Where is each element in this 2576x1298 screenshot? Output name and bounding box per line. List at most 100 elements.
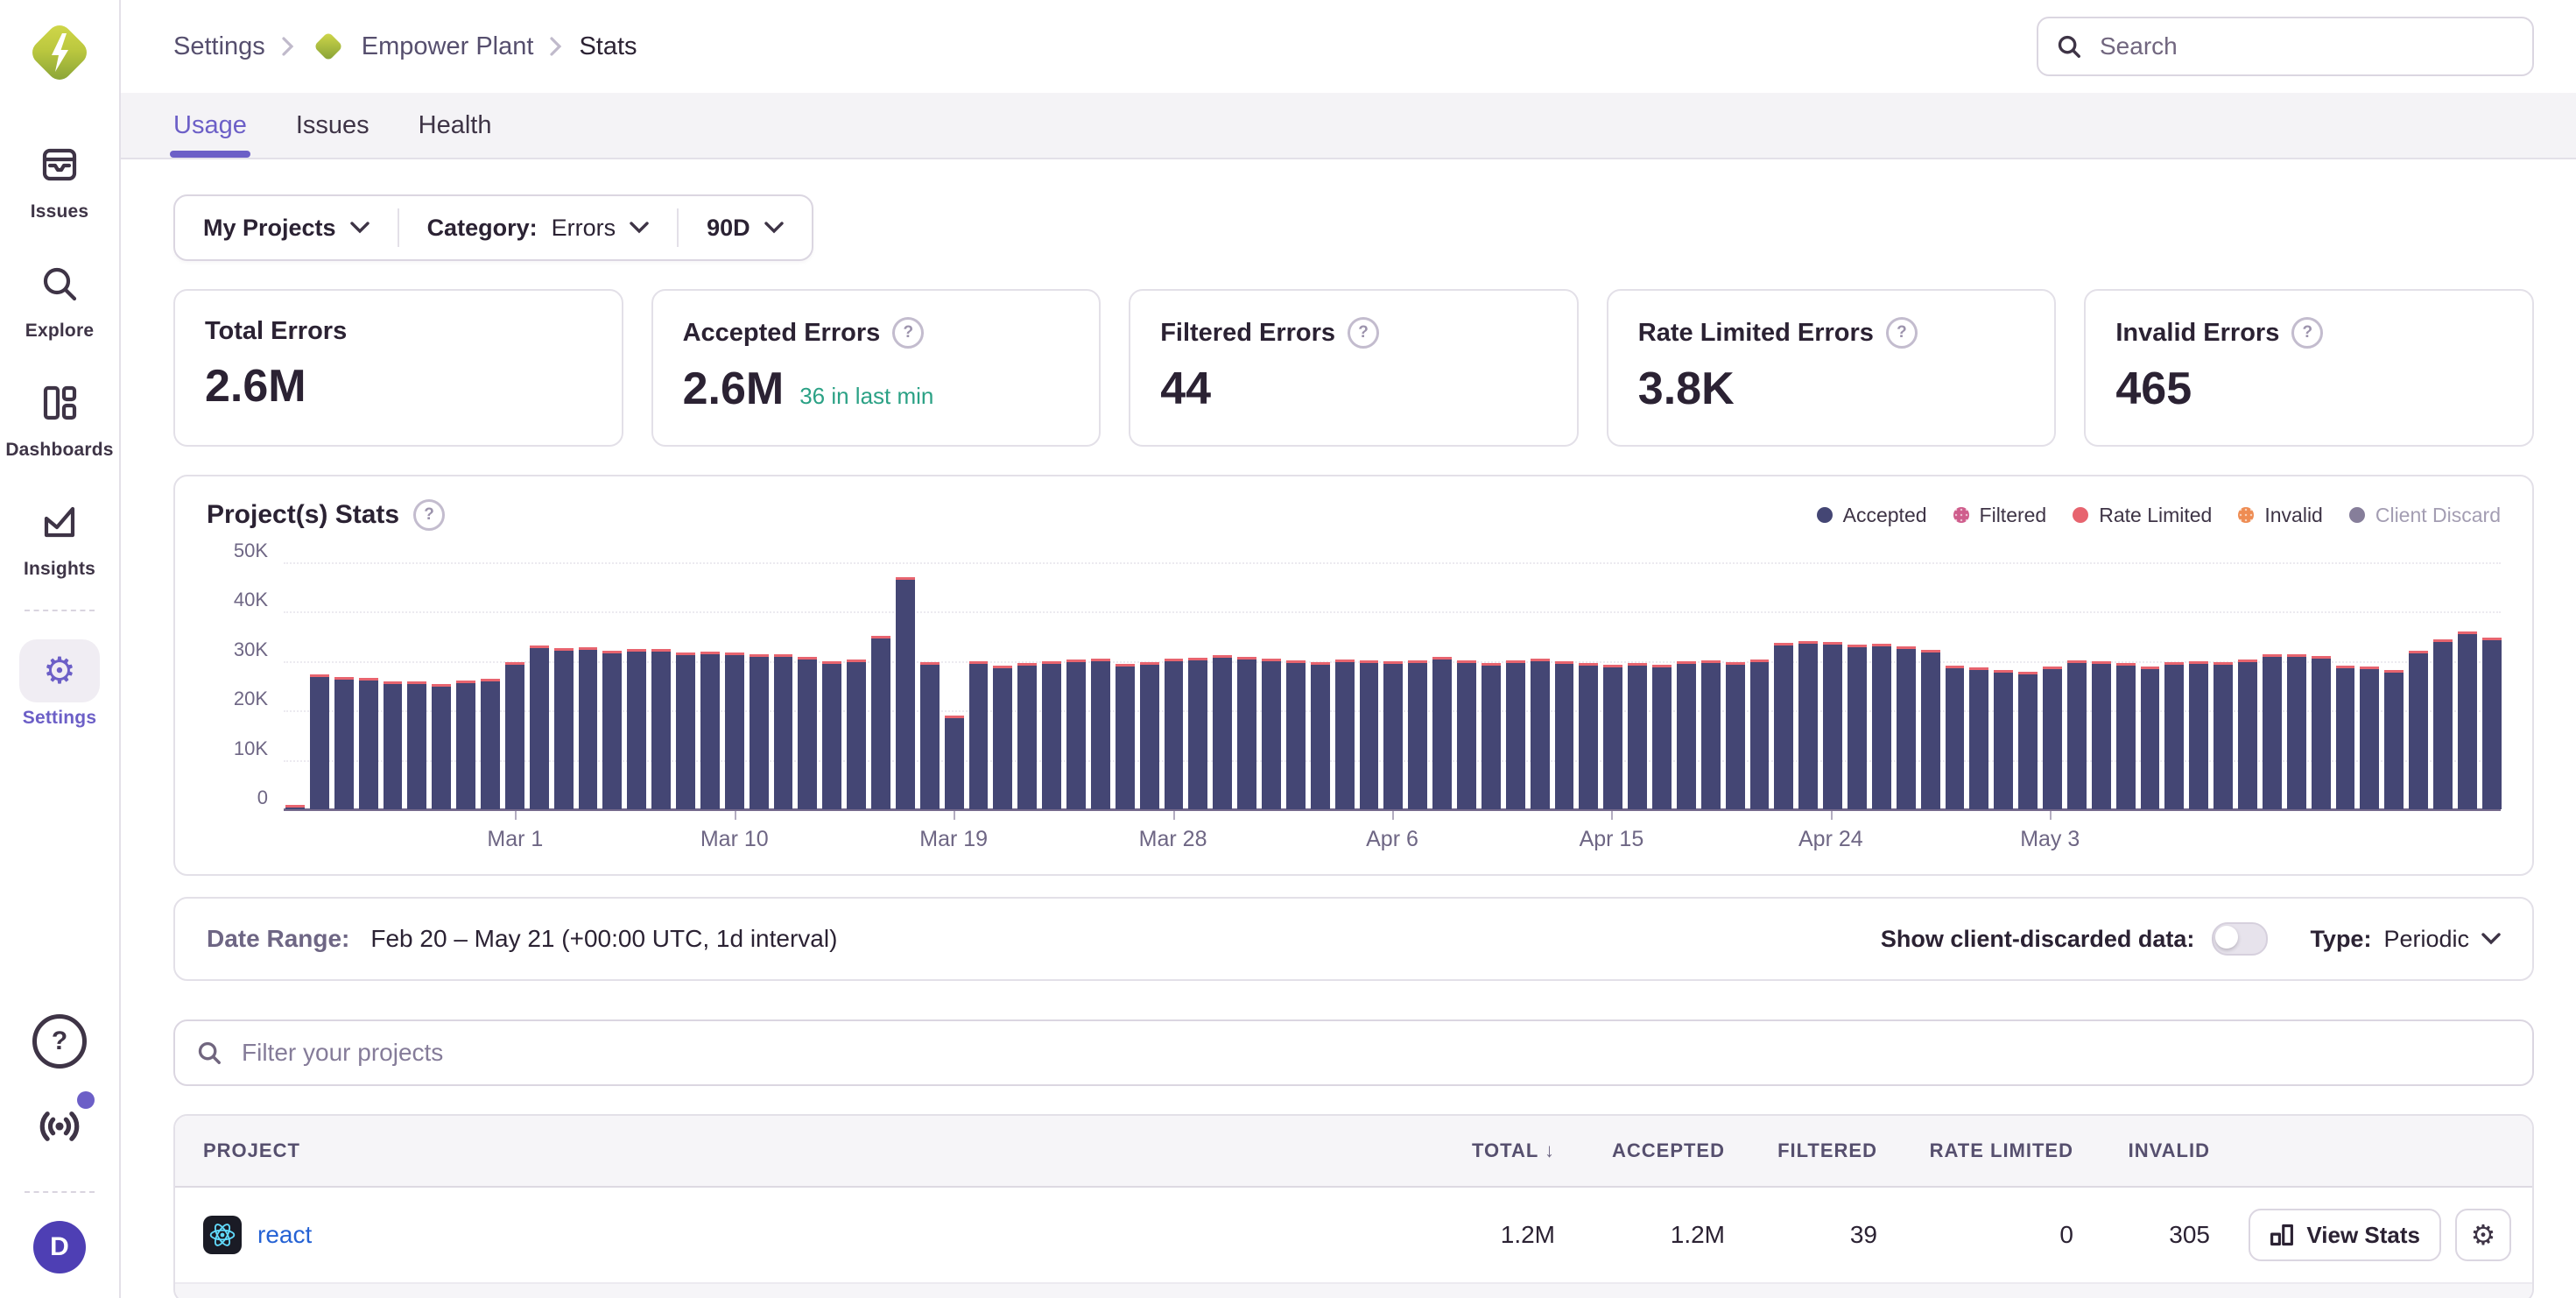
tab-health[interactable]: Health	[418, 110, 492, 139]
bar[interactable]	[1115, 664, 1135, 809]
bar[interactable]	[2115, 663, 2136, 809]
bar[interactable]	[1090, 659, 1110, 809]
bar[interactable]	[578, 646, 598, 809]
legend-item[interactable]: Client Discard	[2348, 504, 2501, 527]
bar[interactable]	[1359, 660, 1379, 809]
bar[interactable]	[456, 680, 475, 809]
bar[interactable]	[1139, 662, 1159, 809]
bar[interactable]	[1628, 663, 1647, 809]
bar[interactable]	[334, 676, 354, 809]
bar[interactable]	[309, 674, 329, 809]
bar[interactable]	[2066, 660, 2087, 809]
bar[interactable]	[871, 636, 890, 809]
tab-issues[interactable]: Issues	[295, 110, 370, 139]
bar[interactable]	[1432, 656, 1452, 809]
bar[interactable]	[2384, 670, 2404, 809]
column-header-rate[interactable]: RATE LIMITED	[1929, 1139, 2073, 1161]
global-search[interactable]	[2037, 17, 2534, 76]
sidebar-item-explore[interactable]: Explore	[5, 252, 113, 342]
chart-plot-area[interactable]: 0 10K 20K 30K 40K 50K	[234, 540, 2502, 811]
bar[interactable]	[1749, 660, 1770, 809]
help-tooltip-icon[interactable]: ?	[413, 499, 446, 531]
bar[interactable]	[1603, 665, 1623, 809]
bar[interactable]	[2214, 661, 2233, 809]
sidebar-item-settings[interactable]: ⚙ Settings	[5, 639, 113, 729]
bar[interactable]	[1408, 660, 1428, 809]
sidebar-item-dashboards[interactable]: Dashboards	[5, 371, 113, 461]
bar[interactable]	[2164, 661, 2185, 809]
category-selector[interactable]: Category: Errors	[399, 196, 678, 259]
bar[interactable]	[1945, 665, 1965, 809]
help-tooltip-icon[interactable]: ?	[892, 317, 925, 349]
bar[interactable]	[1994, 670, 2014, 809]
project-selector[interactable]: My Projects	[175, 196, 398, 259]
legend-item[interactable]: Invalid	[2238, 504, 2323, 527]
bar[interactable]	[2140, 667, 2160, 809]
bar[interactable]	[481, 679, 500, 809]
column-header-project[interactable]: PROJECT	[203, 1139, 300, 1161]
project-filter[interactable]	[173, 1019, 2534, 1086]
breadcrumb-item[interactable]: Empower Plant	[361, 32, 534, 60]
bar[interactable]	[773, 653, 793, 809]
column-header-total[interactable]: TOTAL ↓	[1472, 1139, 1555, 1161]
bar[interactable]	[847, 660, 866, 809]
bar[interactable]	[1188, 658, 1208, 809]
bar[interactable]	[1896, 646, 1916, 809]
project-settings-button[interactable]: ⚙	[2455, 1209, 2511, 1261]
bar[interactable]	[602, 650, 623, 809]
bar[interactable]	[798, 656, 818, 809]
bar[interactable]	[1871, 644, 1891, 809]
bar[interactable]	[432, 683, 452, 809]
project-filter-input[interactable]	[238, 1037, 2511, 1069]
help-tooltip-icon[interactable]: ?	[1348, 317, 1380, 349]
bar[interactable]	[1652, 664, 1672, 809]
bar[interactable]	[1310, 661, 1330, 809]
bar[interactable]	[700, 652, 720, 809]
bar[interactable]	[2286, 653, 2306, 809]
bar[interactable]	[2409, 651, 2428, 809]
bar[interactable]	[2481, 637, 2502, 809]
bar[interactable]	[627, 649, 647, 809]
bar[interactable]	[1262, 658, 1281, 809]
bar[interactable]	[1969, 667, 1989, 809]
bar[interactable]	[1285, 660, 1306, 809]
bar[interactable]	[993, 665, 1013, 809]
tab-usage[interactable]: Usage	[170, 93, 250, 158]
column-header-accepted[interactable]: ACCEPTED	[1611, 1139, 1725, 1161]
bar[interactable]	[1481, 663, 1501, 809]
whats-new-button[interactable]	[37, 1091, 95, 1156]
legend-item[interactable]: Accepted	[1816, 504, 1927, 527]
bar[interactable]	[1164, 658, 1184, 809]
column-header-filtered[interactable]: FILTERED	[1777, 1139, 1877, 1161]
client-discard-toggle[interactable]	[2212, 922, 2269, 956]
bar[interactable]	[2311, 656, 2331, 809]
bar[interactable]	[1334, 660, 1355, 809]
type-selector[interactable]: Type: Periodic	[2310, 926, 2501, 953]
org-logo[interactable]	[25, 18, 95, 88]
bar[interactable]	[2043, 667, 2062, 809]
legend-item[interactable]: Rate Limited	[2073, 504, 2212, 527]
bar[interactable]	[2189, 660, 2209, 809]
bar[interactable]	[919, 662, 940, 809]
bar[interactable]	[1676, 661, 1696, 809]
bar[interactable]	[504, 661, 524, 809]
bar[interactable]	[407, 681, 427, 809]
bar[interactable]	[1383, 660, 1404, 809]
bar[interactable]	[529, 645, 549, 809]
bar[interactable]	[1505, 660, 1525, 809]
bar[interactable]	[822, 660, 842, 809]
bar[interactable]	[944, 716, 964, 809]
bar[interactable]	[2262, 654, 2282, 809]
bar[interactable]	[724, 653, 744, 809]
view-stats-button[interactable]: View Stats	[2249, 1209, 2441, 1261]
bar[interactable]	[358, 677, 378, 809]
bar[interactable]	[1798, 640, 1819, 809]
bar[interactable]	[895, 576, 915, 809]
bar[interactable]	[1823, 641, 1842, 809]
bar[interactable]	[1237, 657, 1256, 809]
sidebar-item-insights[interactable]: Insights	[5, 490, 113, 580]
bar[interactable]	[2091, 661, 2111, 809]
bar[interactable]	[1920, 649, 1940, 809]
bar[interactable]	[1066, 660, 1086, 809]
bar[interactable]	[2238, 660, 2257, 809]
